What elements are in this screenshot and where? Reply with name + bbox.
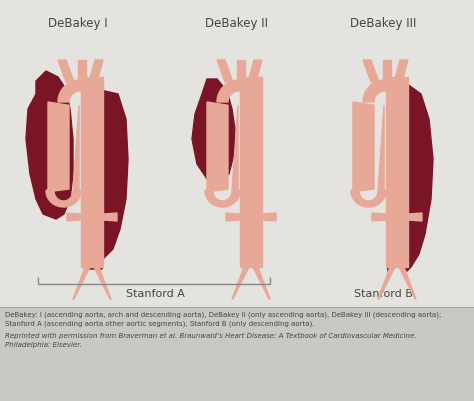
Text: Reprinted with permission from Braverman et al. Braunwald’s Heart Disease: A Tex: Reprinted with permission from Braverman… bbox=[5, 332, 417, 338]
Polygon shape bbox=[386, 78, 408, 267]
Text: Stanford A (ascending aorta other aortic segments), Stanford B (only descending : Stanford A (ascending aorta other aortic… bbox=[5, 320, 315, 327]
Polygon shape bbox=[86, 82, 128, 269]
Polygon shape bbox=[26, 72, 73, 219]
Polygon shape bbox=[387, 82, 433, 271]
Polygon shape bbox=[248, 61, 262, 83]
Polygon shape bbox=[73, 267, 90, 299]
Polygon shape bbox=[103, 213, 117, 221]
Text: DeBakey: I (ascending aorta, arch and descending aorta), DeBakey II (only ascend: DeBakey: I (ascending aorta, arch and de… bbox=[5, 311, 441, 318]
Text: DeBakey II: DeBakey II bbox=[206, 17, 268, 30]
Text: Philadelphia: Elsevier.: Philadelphia: Elsevier. bbox=[5, 341, 82, 347]
Polygon shape bbox=[46, 103, 81, 207]
Polygon shape bbox=[363, 61, 379, 83]
Polygon shape bbox=[81, 78, 103, 267]
Bar bbox=[0, 307, 474, 401]
Polygon shape bbox=[232, 267, 249, 299]
Polygon shape bbox=[240, 78, 262, 267]
Polygon shape bbox=[363, 81, 407, 103]
Polygon shape bbox=[217, 81, 261, 103]
Polygon shape bbox=[378, 267, 395, 299]
Text: DeBakey I: DeBakey I bbox=[48, 17, 108, 30]
Polygon shape bbox=[78, 61, 86, 83]
Polygon shape bbox=[262, 213, 276, 221]
Polygon shape bbox=[394, 61, 408, 83]
Polygon shape bbox=[226, 213, 240, 221]
Polygon shape bbox=[192, 80, 235, 182]
Polygon shape bbox=[205, 103, 240, 207]
Polygon shape bbox=[237, 61, 245, 83]
Polygon shape bbox=[383, 61, 391, 83]
Polygon shape bbox=[58, 61, 74, 83]
Polygon shape bbox=[217, 61, 233, 83]
Polygon shape bbox=[67, 213, 81, 221]
Polygon shape bbox=[58, 81, 102, 103]
Polygon shape bbox=[253, 267, 270, 299]
Text: Stanford B: Stanford B bbox=[354, 288, 412, 298]
Polygon shape bbox=[89, 61, 103, 83]
Text: Stanford A: Stanford A bbox=[126, 288, 184, 298]
Polygon shape bbox=[351, 103, 386, 207]
Polygon shape bbox=[94, 267, 111, 299]
Polygon shape bbox=[408, 213, 422, 221]
Text: DeBakey III: DeBakey III bbox=[350, 17, 416, 30]
Polygon shape bbox=[372, 213, 386, 221]
Polygon shape bbox=[399, 267, 416, 299]
